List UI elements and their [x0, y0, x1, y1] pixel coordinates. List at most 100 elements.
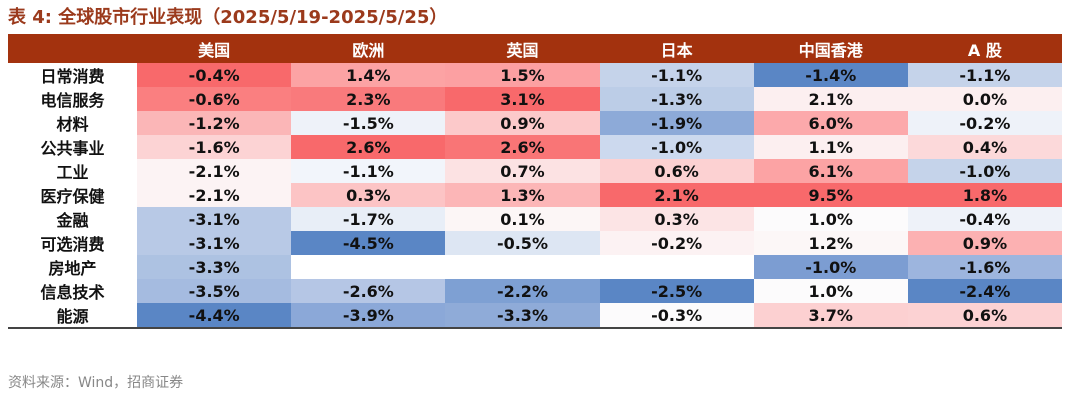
table-cell: -3.1% — [137, 207, 292, 231]
table-cell: -1.3% — [599, 87, 754, 111]
table-cell: 6.0% — [753, 111, 908, 135]
table-cell: 2.1% — [599, 183, 754, 207]
table-cell: 1.5% — [445, 63, 600, 87]
table-cell: 0.9% — [907, 231, 1062, 255]
header-cell-a-share: A 股 — [907, 34, 1062, 63]
table-cell: -2.2% — [445, 279, 600, 303]
row-label: 材料 — [56, 115, 89, 134]
table-cell: -4.5% — [291, 231, 446, 255]
table-cell: 2.6% — [291, 135, 446, 159]
table-cell: -0.2% — [599, 231, 754, 255]
table-cell: 1.0% — [753, 207, 908, 231]
table-cell: 0.4% — [907, 135, 1062, 159]
table-row: 公共事业 -1.6% 2.6% 2.6% -1.0% 1.1% 0.4% — [8, 135, 1062, 159]
table-cell: -4.4% — [137, 303, 292, 328]
table-cell: -3.3% — [445, 303, 600, 328]
header-cell-corner — [8, 34, 138, 63]
table-cell: -1.5% — [291, 111, 446, 135]
row-label: 医疗保健 — [40, 187, 105, 206]
table-cell: 3.1% — [445, 87, 600, 111]
table-cell: -1.4% — [753, 63, 908, 87]
table-cell: 1.3% — [445, 183, 600, 207]
table-cell: 1.8% — [907, 183, 1062, 207]
table-cell: -1.9% — [599, 111, 754, 135]
table-cell: 0.1% — [445, 207, 600, 231]
table-cell: 0.6% — [907, 303, 1062, 328]
table-cell: 0.3% — [599, 207, 754, 231]
row-label: 工业 — [56, 163, 89, 182]
row-label: 日常消费 — [40, 67, 105, 86]
row-label: 电信服务 — [40, 91, 105, 110]
table-cell: -1.2% — [137, 111, 292, 135]
table-cell: 0.3% — [291, 183, 446, 207]
table-cell: -1.0% — [753, 255, 908, 279]
table-cell: -0.3% — [599, 303, 754, 328]
table-cell: -1.6% — [137, 135, 292, 159]
header-cell-uk: 英国 — [445, 34, 600, 63]
row-label: 金融 — [56, 211, 89, 230]
row-label: 可选消费 — [40, 235, 105, 254]
table-cell: -3.5% — [137, 279, 292, 303]
table-row: 日常消费 -0.4% 1.4% 1.5% -1.1% -1.4% -1.1% — [8, 63, 1062, 87]
header-cell-us: 美国 — [137, 34, 292, 63]
table-cell: 0.0% — [907, 87, 1062, 111]
row-label: 能源 — [56, 307, 89, 326]
table-row: 能源 -4.4% -3.9% -3.3% -0.3% 3.7% 0.6% — [8, 303, 1062, 328]
table-cell: 1.1% — [753, 135, 908, 159]
table-cell: -2.4% — [907, 279, 1062, 303]
table-cell: -1.1% — [907, 63, 1062, 87]
table-cell: 0.6% — [599, 159, 754, 183]
table-cell: -3.9% — [291, 303, 446, 328]
table-cell: -2.5% — [599, 279, 754, 303]
source-note: 资料来源：Wind，招商证券 — [8, 375, 184, 391]
table-cell: -0.4% — [907, 207, 1062, 231]
header-cell-hongkong: 中国香港 — [753, 34, 908, 63]
table-row: 房地产 -3.3% -1.0% -1.6% — [8, 255, 1062, 279]
table-row: 电信服务 -0.6% 2.3% 3.1% -1.3% 2.1% 0.0% — [8, 87, 1062, 111]
table-cell: 2.1% — [753, 87, 908, 111]
row-label: 公共事业 — [40, 139, 105, 158]
header-cell-japan: 日本 — [599, 34, 754, 63]
table-row: 材料 -1.2% -1.5% 0.9% -1.9% 6.0% -0.2% — [8, 111, 1062, 135]
table-cell: -1.7% — [291, 207, 446, 231]
table-cell — [291, 255, 446, 279]
table-cell: -1.1% — [599, 63, 754, 87]
table-cell: 2.3% — [291, 87, 446, 111]
header-row: 美国 欧洲 英国 日本 中国香港 A 股 — [8, 34, 1062, 63]
table-cell: -1.6% — [907, 255, 1062, 279]
table-row: 金融 -3.1% -1.7% 0.1% 0.3% 1.0% -0.4% — [8, 207, 1062, 231]
table-cell: -0.4% — [137, 63, 292, 87]
table-body: 日常消费 -0.4% 1.4% 1.5% -1.1% -1.4% -1.1% 电信服务 -0.6… — [8, 63, 1062, 328]
table-cell — [599, 255, 754, 279]
table-row: 信息技术 -3.5% -2.6% -2.2% -2.5% 1.0% -2.4% — [8, 279, 1062, 303]
table-cell: -1.0% — [599, 135, 754, 159]
row-label: 房地产 — [48, 259, 97, 278]
table-row: 可选消费 -3.1% -4.5% -0.5% -0.2% 1.2% 0.9% — [8, 231, 1062, 255]
row-label: 信息技术 — [40, 283, 105, 302]
table-row: 医疗保健 -2.1% 0.3% 1.3% 2.1% 9.5% 1.8% — [8, 183, 1062, 207]
table-cell: -2.6% — [291, 279, 446, 303]
table-cell: 3.7% — [753, 303, 908, 328]
table-cell: -2.1% — [137, 159, 292, 183]
table-cell: 1.2% — [753, 231, 908, 255]
header-cell-europe: 欧洲 — [291, 34, 446, 63]
table-cell: 2.6% — [445, 135, 600, 159]
performance-table: 美国 欧洲 英国 日本 中国香港 A 股 日常消费 -0.4% 1.4% 1.5% -1… — [8, 34, 1062, 329]
table-cell: 1.4% — [291, 63, 446, 87]
table-cell: -3.1% — [137, 231, 292, 255]
table-cell: -0.6% — [137, 87, 292, 111]
table-cell: -0.5% — [445, 231, 600, 255]
table-cell: -1.1% — [291, 159, 446, 183]
table-cell: -1.0% — [907, 159, 1062, 183]
table-cell: 9.5% — [753, 183, 908, 207]
table-cell: -3.3% — [137, 255, 292, 279]
table-cell: -2.1% — [137, 183, 292, 207]
table-cell: -0.2% — [907, 111, 1062, 135]
table-cell: 0.9% — [445, 111, 600, 135]
table-cell: 1.0% — [753, 279, 908, 303]
table-title: 表 4: 全球股市行业表现（2025/5/19-2025/5/25） — [8, 7, 448, 28]
table-cell: 6.1% — [753, 159, 908, 183]
table-row: 工业 -2.1% -1.1% 0.7% 0.6% 6.1% -1.0% — [8, 159, 1062, 183]
table-cell: 0.7% — [445, 159, 600, 183]
table-cell — [445, 255, 600, 279]
